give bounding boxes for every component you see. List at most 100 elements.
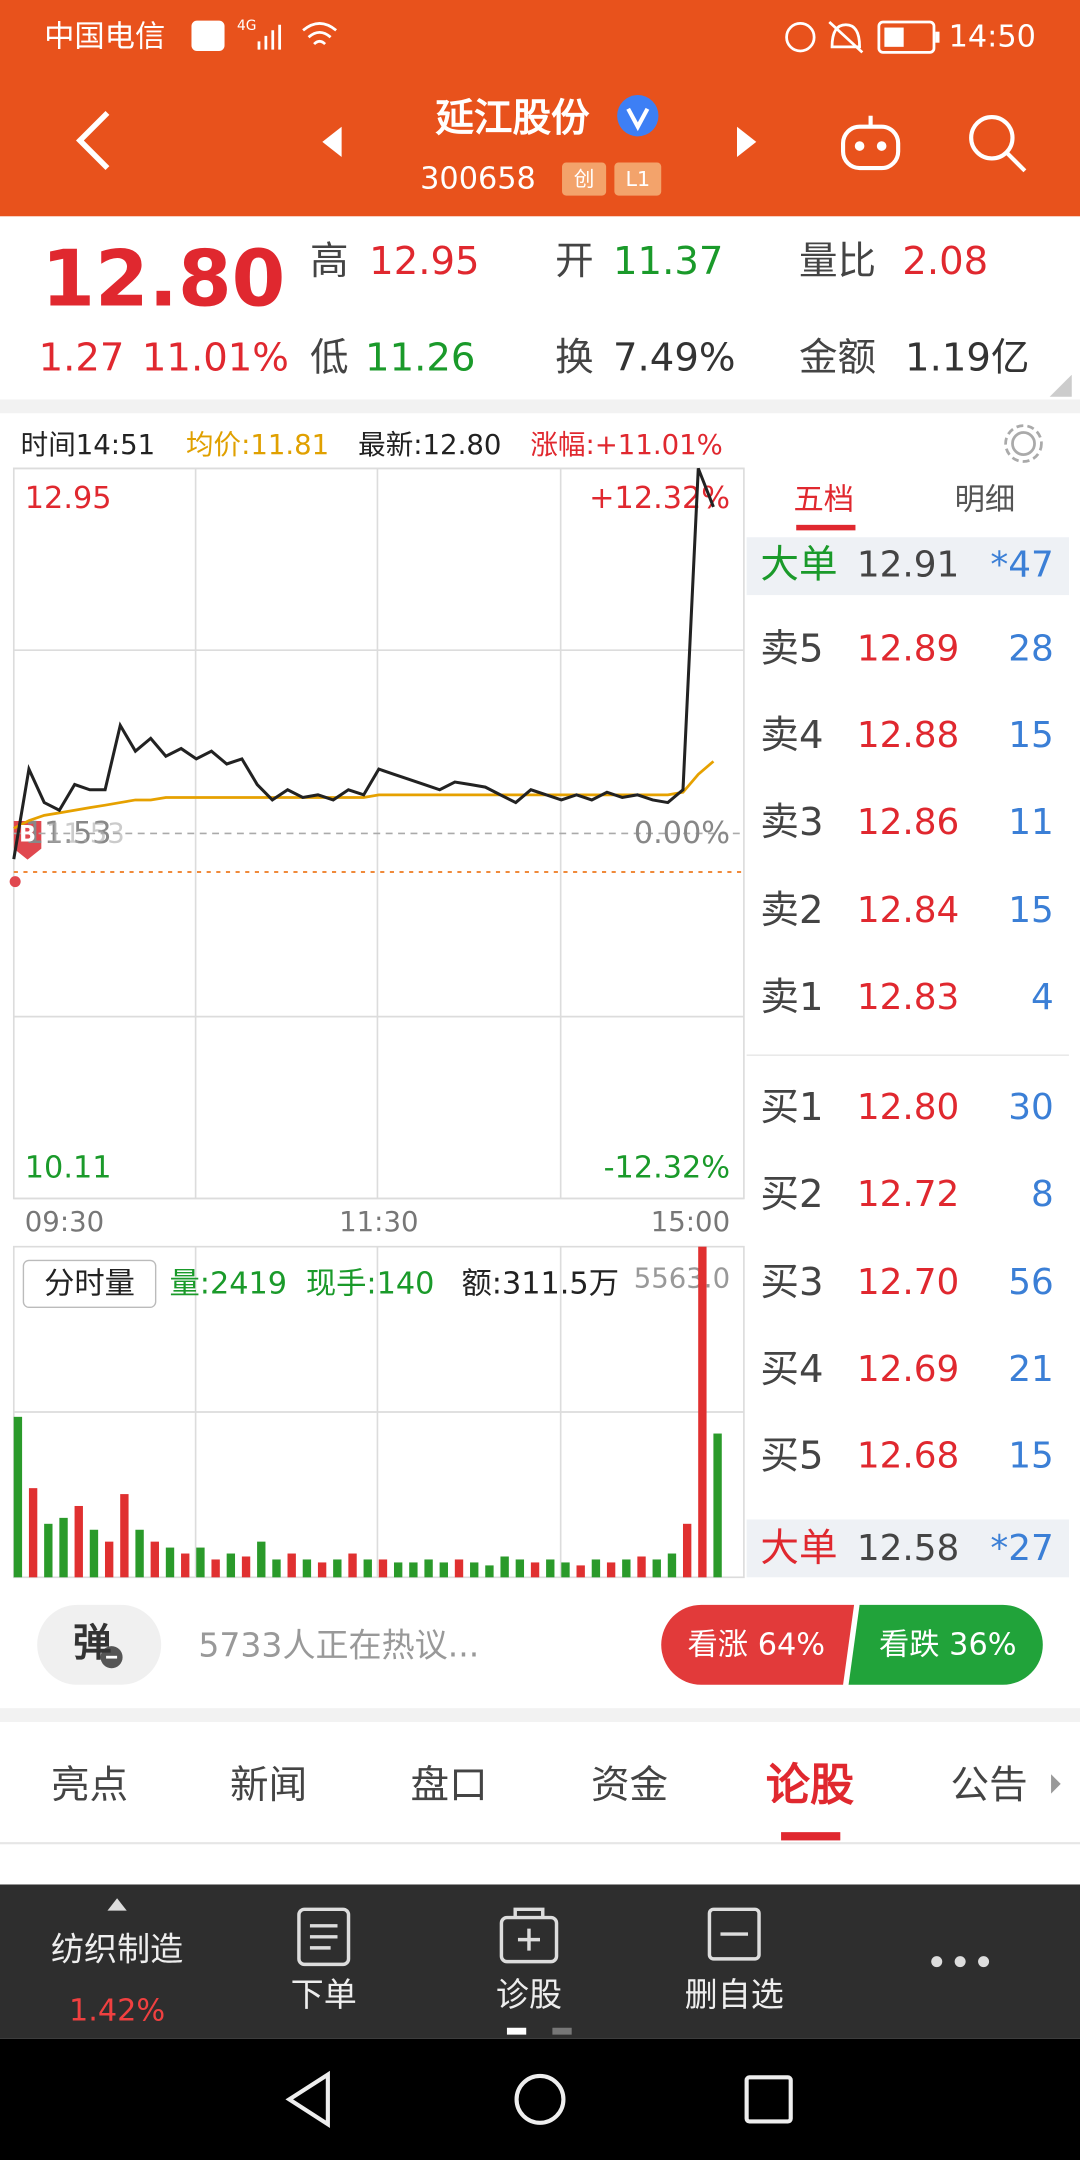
book-price: 12.86 (857, 802, 959, 843)
book-price: 12.72 (857, 1174, 959, 1215)
stat-label: 开 (555, 239, 594, 284)
volume-bar (135, 1529, 144, 1578)
volume-bar (363, 1559, 372, 1578)
content-tab[interactable]: 论股 (766, 1760, 854, 1811)
content-tab[interactable]: 新闻 (230, 1763, 307, 1808)
y-pct-label: 0.00% (634, 816, 730, 851)
volume-bar (576, 1565, 585, 1578)
stat-label: 高 (310, 239, 349, 284)
volume-bar (317, 1562, 327, 1578)
bull-button[interactable] (661, 1604, 855, 1685)
stat-label: 低 (310, 336, 349, 381)
info-change: 涨幅:+11.01% (530, 429, 723, 461)
nav-home[interactable] (514, 2073, 566, 2125)
volume-bar (181, 1553, 190, 1578)
clock: 14:50 (949, 20, 1036, 55)
book-price: 12.91 (857, 544, 959, 585)
y-tick-label: 5563.0 (634, 1262, 730, 1294)
volume-bar (302, 1559, 312, 1578)
order-icon[interactable] (297, 1907, 351, 1967)
book-volume: 15 (1008, 1436, 1054, 1477)
book-price: 12.88 (857, 715, 959, 756)
volume-bar (241, 1556, 251, 1578)
book-price: 12.84 (857, 890, 959, 931)
search-button[interactable] (969, 115, 1027, 173)
row-bg (746, 537, 1069, 596)
volume-bar (13, 1416, 23, 1578)
book-volume: 15 (1008, 715, 1054, 756)
stock-code: 300658 (420, 162, 536, 197)
book-label: 大单 (760, 542, 837, 587)
tabs-more[interactable] (1051, 1774, 1061, 1794)
volume-bar (150, 1541, 159, 1578)
action-label[interactable]: 删自选 (685, 1975, 784, 2014)
settings-button[interactable] (1004, 424, 1043, 463)
content-tab[interactable]: 亮点 (51, 1763, 128, 1808)
nav-recent[interactable] (744, 2075, 793, 2124)
next-stock[interactable] (736, 126, 757, 158)
content-tab[interactable]: 盘口 (411, 1763, 488, 1808)
book-volume: 21 (1008, 1349, 1054, 1390)
y-tick-label: 11.53 (25, 816, 112, 851)
info-avg: 均价:11.81 (186, 429, 329, 461)
tab-indicator (781, 1832, 841, 1841)
separator (0, 399, 1080, 414)
book-tab[interactable]: 五档 (793, 483, 854, 518)
row-bg (746, 1519, 1069, 1578)
stat-value: 7.49% (613, 336, 736, 381)
volume-bar (226, 1553, 236, 1578)
volume-bar (348, 1553, 357, 1578)
verified-badge (617, 95, 659, 137)
back-button[interactable] (76, 111, 110, 171)
book-price: 12.80 (857, 1087, 959, 1128)
x-tick-label: 11:30 (339, 1206, 418, 1238)
book-volume: 56 (1008, 1262, 1054, 1303)
stat-value: 11.37 (613, 239, 723, 284)
volume-bar (698, 1246, 707, 1578)
bull-label[interactable]: 看涨 64% (687, 1627, 825, 1662)
action-label[interactable]: 诊股 (496, 1975, 562, 2014)
prev-close-label: 11.53 (46, 817, 125, 849)
book-volume: 8 (1031, 1174, 1054, 1215)
danmaku-button[interactable] (37, 1604, 162, 1685)
buy-marker (13, 821, 42, 860)
volume-bar (637, 1556, 646, 1578)
action-label[interactable]: 下单 (291, 1975, 357, 2014)
volume-bar (530, 1562, 540, 1578)
volume-bar (591, 1559, 601, 1578)
volume-info: 现手:140 (306, 1266, 435, 1301)
volume-info: 量:2419 (169, 1266, 287, 1301)
volume-bar (165, 1547, 175, 1578)
more-button[interactable] (931, 1956, 990, 1968)
sector-change: 1.42% (69, 1994, 165, 2029)
sector-name[interactable]: 纺织制造 (51, 1930, 183, 1969)
robot-button[interactable] (840, 115, 901, 171)
book-label: 卖5 (760, 626, 823, 671)
volume-bar (120, 1494, 129, 1578)
volume-bar (682, 1523, 692, 1578)
nav-bar-bg (0, 2038, 1080, 2160)
x-tick-label: 09:30 (25, 1206, 104, 1238)
price-change-pct: 11.01% (142, 336, 289, 381)
book-label: 买2 (760, 1172, 823, 1217)
volume-bar (424, 1559, 433, 1578)
diagnose-icon[interactable] (499, 1907, 559, 1964)
book-volume: *47 (990, 544, 1053, 585)
stat-value: 12.95 (369, 239, 479, 284)
content-tab[interactable]: 资金 (591, 1763, 668, 1808)
badge-bg (614, 162, 662, 196)
nav-back[interactable] (285, 2070, 330, 2128)
bear-button[interactable] (848, 1604, 1043, 1685)
book-volume: *27 (990, 1528, 1053, 1569)
bear-label[interactable]: 看跌 36% (879, 1627, 1017, 1662)
book-label: 卖2 (760, 888, 823, 933)
prev-stock[interactable] (322, 126, 342, 158)
book-label: 买3 (760, 1260, 823, 1305)
remove-icon[interactable] (707, 1907, 761, 1961)
network-type: 4G (237, 18, 256, 34)
book-label: 买1 (760, 1085, 823, 1130)
page-dot (552, 2027, 572, 2035)
book-price: 12.83 (857, 977, 959, 1018)
content-tab[interactable]: 公告 (951, 1763, 1028, 1808)
book-tab[interactable]: 明细 (955, 483, 1016, 518)
